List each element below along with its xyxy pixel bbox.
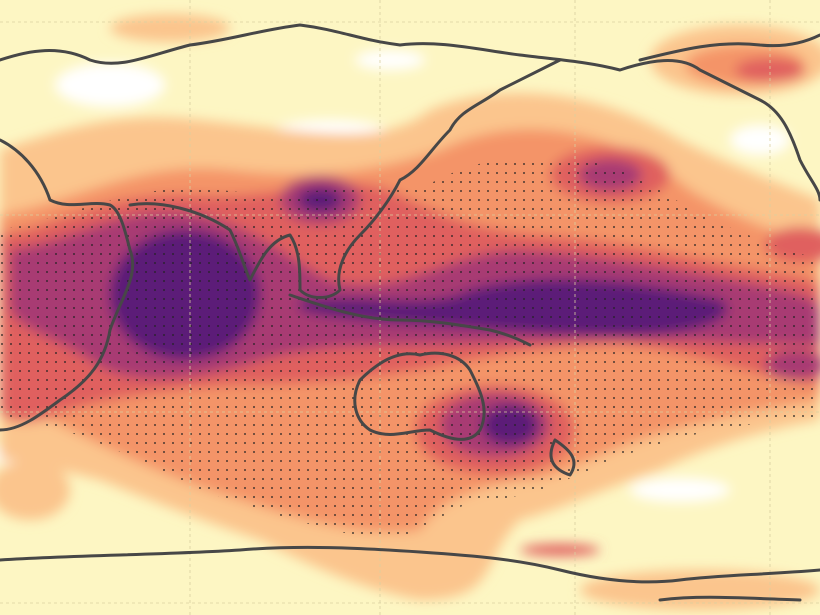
significance-stipple [0,156,820,540]
coastlines [0,23,820,602]
